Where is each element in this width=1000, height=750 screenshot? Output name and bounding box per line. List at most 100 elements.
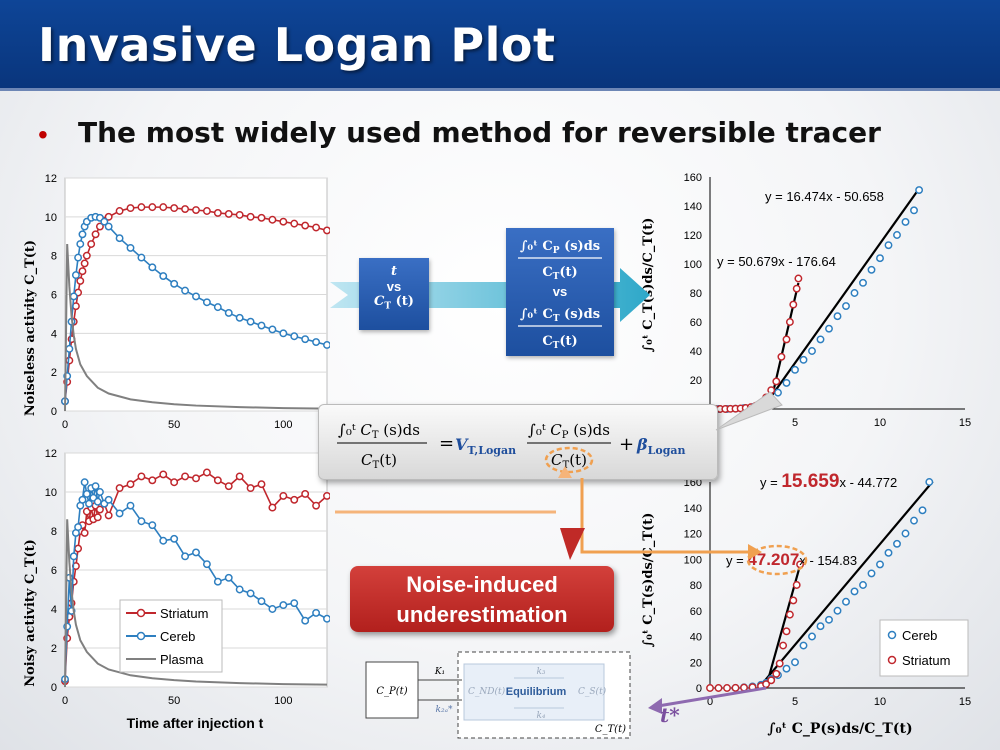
data-point-cereb [915,186,924,194]
data-point-striatum [246,484,255,493]
x-tick-label: 15 [959,696,971,708]
data-point-cereb [137,253,146,262]
data-point-cereb [202,560,211,569]
svg-text:CT(t): CT(t) [361,451,397,471]
data-point-cereb [246,317,255,326]
data-point-striatum [148,203,157,212]
data-point-striatum [148,476,157,485]
y-tick-label: 8 [51,526,57,538]
y-axis-label: ∫₀ᵗ C_T(s)ds/C_T(t) [641,513,656,648]
tstar-label: t* [660,703,680,727]
data-point-striatum [91,230,100,239]
y-axis-label: Noisy activity C_T(t) [23,539,38,687]
data-point-cereb [859,278,867,287]
data-point-striatum [782,335,791,344]
data-point-striatum [246,212,255,221]
y-axis-label: Noiseless activity C_T(t) [23,240,38,416]
data-point-cereb [301,616,310,625]
svg-text:∫₀ᵗ CT (s)ds: ∫₀ᵗ CT (s)ds [338,421,420,441]
x-tick-label: 10 [874,696,886,708]
data-point-cereb [268,325,277,334]
data-point-cereb [859,581,867,589]
data-point-striatum [192,474,200,483]
data-point-cereb [833,312,842,321]
equilibrium-label: Equilibrium [506,686,567,698]
data-point-cereb [74,253,83,262]
data-point-cereb [323,614,330,623]
data-point-cereb [104,495,113,504]
data-point-striatum [76,276,85,285]
data-point-striatum [202,468,211,477]
noisy-tac-chart: 0 2 4 6 8 10 12 0 50 100 Noisy activity C_T(t) T… [23,448,330,731]
data-point-striatum [312,501,321,510]
data-point-striatum [95,222,104,231]
x-tick-label: 100 [274,419,292,431]
data-point-cereb [126,243,135,252]
x-tick-label: 100 [274,695,292,707]
k4-label: k₄ [536,711,545,721]
data-point-cereb [257,597,266,606]
fit-annotation-striatum: y = 50.679x - 176.64 [717,254,836,269]
data-point-cereb [76,240,85,248]
y-tick-label: 120 [684,529,702,541]
cp-label: C_P(t) [376,686,407,697]
data-point-striatum [785,318,794,326]
x-tick-label: 0 [62,695,68,707]
data-point-striatum [290,219,299,228]
data-point-cereb [774,388,782,397]
y-axis-label: ∫₀ᵗ C_T(s)ds/C_T(t) [641,218,656,353]
data-point-cereb [799,355,808,364]
data-point-cereb [884,548,893,557]
data-point-cereb [202,298,211,307]
x-tick-label: 10 [874,417,886,429]
callout-pointer [560,528,585,560]
data-point-striatum [290,495,299,504]
x-tick-label: 50 [168,419,180,431]
bullet-marker: • [38,119,48,150]
svg-text:∫₀ᵗ CP (s)ds: ∫₀ᵗ CP (s)ds [520,239,600,256]
data-point-striatum [87,240,96,248]
logan-equation: ∫₀ᵗ CT (s)ds CT(t) = VT,Logan ∫₀ᵗ CP (s)… [337,421,686,474]
title-bar: Invasive Logan Plot [0,0,1000,91]
legend-cereb: Cereb [160,629,195,644]
data-point-cereb [100,217,109,226]
data-point-cereb [918,506,927,515]
plus-sign: + [619,434,634,455]
data-point-striatum [181,472,190,481]
data-point-cereb [95,488,104,496]
data-point-striatum [279,491,288,500]
fit-annotation-cereb: y = 16.474x - 50.658 [765,189,884,204]
compartment-diagram: C_P(t) C_T(t) K₁ k₂ₐ* C_ND(t) Equilibriu… [365,651,631,739]
data-point-cereb [833,606,842,615]
data-point-cereb [170,534,179,543]
data-point-cereb [901,218,910,226]
data-point-cereb [893,231,901,239]
data-point-cereb [224,308,233,317]
fit-line [758,480,934,688]
data-point-cereb [235,585,244,594]
data-point-cereb [115,509,124,518]
data-point-cereb [279,329,288,338]
y-tick-label: 10 [45,212,57,224]
data-point-striatum [235,472,244,481]
data-point-cereb [192,548,200,557]
y-tick-label: 6 [51,565,57,577]
x-tick-label: 15 [959,417,971,429]
k1-label: K₁ [434,667,445,677]
data-point-cereb [782,378,791,387]
data-point-striatum [137,472,146,481]
data-point-striatum [731,683,740,692]
data-point-striatum [312,223,321,232]
x-tick-label: 0 [62,419,68,431]
y-tick-label: 160 [684,172,702,184]
slope-symbol: VT,Logan [455,435,516,457]
data-point-striatum [777,352,786,361]
data-point-cereb [842,597,850,606]
legend-cereb: Cereb [902,628,937,643]
data-point-cereb [808,632,816,641]
data-point-cereb [235,313,244,322]
y-tick-label: 100 [684,554,702,566]
ct-label: C_T(t) [595,724,626,735]
y-tick-label: 80 [690,288,702,300]
data-point-striatum [74,544,83,553]
